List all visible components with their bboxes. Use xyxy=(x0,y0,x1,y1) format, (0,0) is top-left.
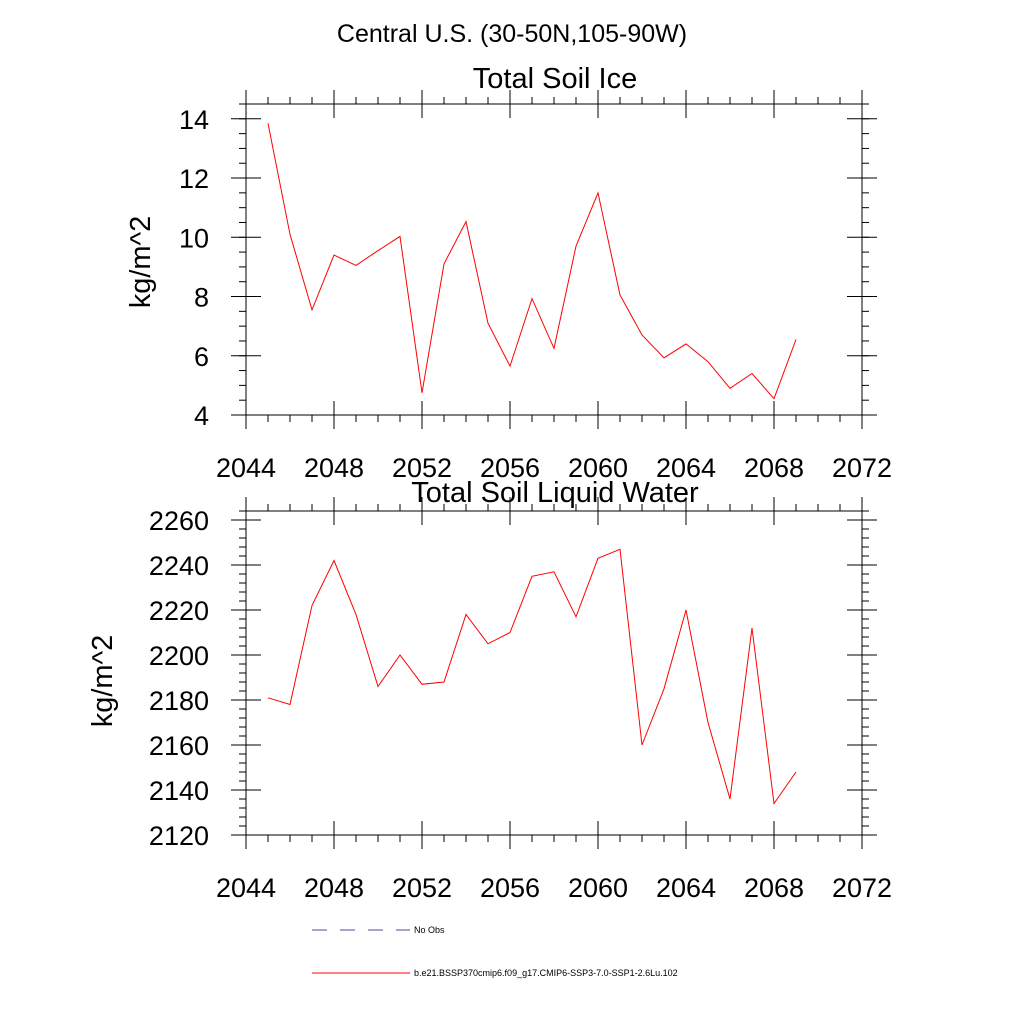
data-point xyxy=(355,613,357,615)
data-point xyxy=(795,771,797,773)
data-point xyxy=(443,681,445,683)
panel-title: Total Soil Liquid Water xyxy=(411,477,699,509)
data-point xyxy=(553,571,555,573)
data-point xyxy=(311,604,313,606)
data-point xyxy=(377,685,379,687)
data-point xyxy=(399,235,401,237)
x-tick-label: 2072 xyxy=(832,453,892,483)
data-point xyxy=(641,334,643,336)
x-tick-label: 2052 xyxy=(392,453,452,483)
data-point xyxy=(773,398,775,400)
y-tick-label: 2240 xyxy=(149,551,209,581)
panel-total-soil-liquid-water: Total Soil Liquid Water kg/m^2 2120 2140 2… xyxy=(87,477,892,903)
data-point xyxy=(729,387,731,389)
panel-title: Total Soil Ice xyxy=(473,63,637,95)
y-tick-label: 2120 xyxy=(149,821,209,851)
x-tick-label: 2056 xyxy=(480,453,540,483)
x-tick-label: 2048 xyxy=(304,453,364,483)
x-tick-label: 2048 xyxy=(304,873,364,903)
data-point xyxy=(377,249,379,251)
data-point xyxy=(333,254,335,256)
data-point xyxy=(795,338,797,340)
data-point xyxy=(685,609,687,611)
y-tick-label: 2220 xyxy=(149,596,209,626)
suptitle: Central U.S. (30-50N,105-90W) xyxy=(337,20,687,48)
data-point xyxy=(729,798,731,800)
legend-label-no-obs: No Obs xyxy=(414,925,445,935)
data-point xyxy=(619,294,621,296)
data-point xyxy=(267,122,269,124)
x-tick-label: 2064 xyxy=(656,453,716,483)
y-tick-label: 14 xyxy=(179,105,209,135)
data-point xyxy=(751,372,753,374)
y-tick-label: 2180 xyxy=(149,686,209,716)
data-point xyxy=(465,613,467,615)
y-tick-label: 2200 xyxy=(149,641,209,671)
data-point xyxy=(509,631,511,633)
y-tick-label: 10 xyxy=(179,223,209,253)
data-point xyxy=(663,357,665,359)
y-tick-label: 2260 xyxy=(149,506,209,536)
data-point xyxy=(597,192,599,194)
data-point xyxy=(487,643,489,645)
y-tick-label: 6 xyxy=(194,342,209,372)
x-tick-label: 2060 xyxy=(568,873,628,903)
data-point xyxy=(619,548,621,550)
data-point xyxy=(311,309,313,311)
data-point xyxy=(289,703,291,705)
x-tick-label: 2064 xyxy=(656,873,716,903)
data-point xyxy=(421,683,423,685)
legend: No Obs b.e21.BSSP370cmip6.f09_g17.CMIP6-… xyxy=(312,925,678,978)
series-line xyxy=(267,123,797,400)
data-point xyxy=(333,559,335,561)
data-point xyxy=(707,360,709,362)
data-point xyxy=(751,627,753,629)
plot-frame xyxy=(245,103,863,416)
panel-total-soil-ice: Total Soil Ice kg/m^2 4 6 8 10 12 14 2044 2048 2… xyxy=(125,63,892,483)
data-point xyxy=(443,263,445,265)
data-point xyxy=(575,616,577,618)
data-point xyxy=(663,688,665,690)
data-point xyxy=(773,802,775,804)
data-point xyxy=(355,264,357,266)
data-point xyxy=(575,245,577,247)
x-tick-label: 2044 xyxy=(216,873,276,903)
x-tick-label: 2060 xyxy=(568,453,628,483)
data-point xyxy=(597,557,599,559)
x-tick-label: 2052 xyxy=(392,873,452,903)
plot-frame xyxy=(245,510,863,836)
data-point xyxy=(289,233,291,235)
y-tick-label: 12 xyxy=(179,164,209,194)
data-point xyxy=(509,365,511,367)
data-point xyxy=(465,220,467,222)
y-tick-label: 8 xyxy=(194,283,209,313)
x-tick-label: 2044 xyxy=(216,453,276,483)
x-tick-label: 2068 xyxy=(744,453,804,483)
x-tick-label: 2072 xyxy=(832,873,892,903)
data-point xyxy=(267,697,269,699)
data-point xyxy=(421,392,423,394)
y-tick-label: 4 xyxy=(194,401,209,431)
data-point xyxy=(641,744,643,746)
series-line xyxy=(267,548,797,805)
x-tick-label: 2056 xyxy=(480,873,540,903)
data-point xyxy=(531,297,533,299)
y-axis-label: kg/m^2 xyxy=(87,635,119,728)
legend-label-model: b.e21.BSSP370cmip6.f09_g17.CMIP6-SSP3-7.… xyxy=(414,968,678,978)
data-point xyxy=(487,322,489,324)
data-point xyxy=(553,347,555,349)
y-tick-label: 2140 xyxy=(149,776,209,806)
data-point xyxy=(685,343,687,345)
data-point xyxy=(531,575,533,577)
data-point xyxy=(399,654,401,656)
data-point xyxy=(707,721,709,723)
y-axis-label: kg/m^2 xyxy=(125,216,157,309)
x-tick-label: 2068 xyxy=(744,873,804,903)
y-tick-label: 2160 xyxy=(149,731,209,761)
